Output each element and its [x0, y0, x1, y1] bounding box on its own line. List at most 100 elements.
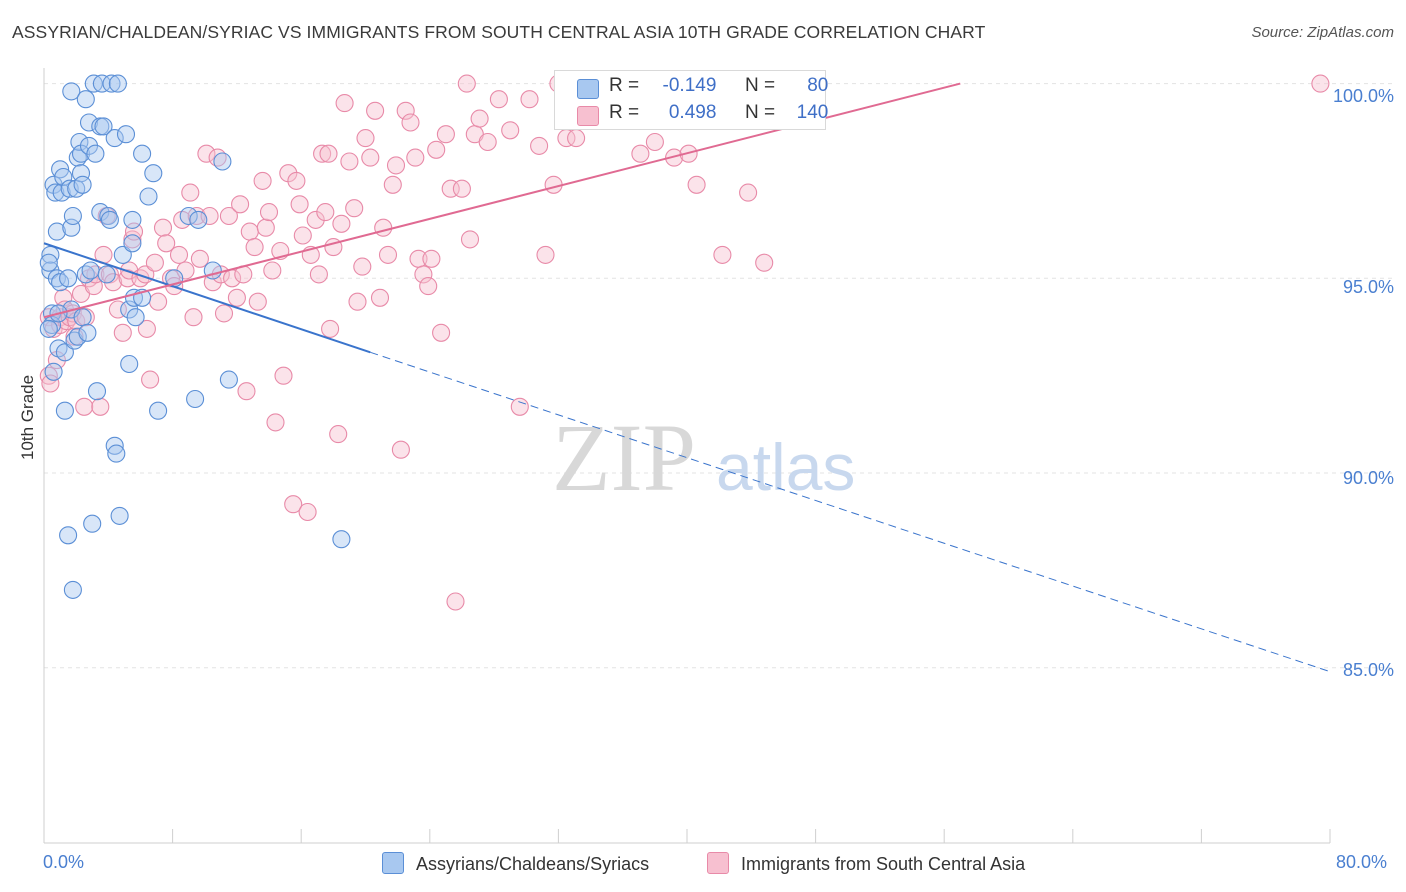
- data-point-series2: [287, 171, 306, 190]
- data-point-series2: [391, 440, 410, 459]
- data-point-series1: [116, 125, 136, 144]
- data-point-series1: [113, 245, 132, 264]
- data-point-series1: [108, 74, 127, 93]
- data-point-series1: [123, 210, 142, 229]
- data-point-series1: [102, 74, 121, 93]
- data-point-series2: [432, 323, 451, 342]
- x-tick-label: 80.0%: [1336, 852, 1388, 872]
- bottom-legend-series2: Immigrants from South Central Asia: [707, 852, 1025, 875]
- series2-r-value: 0.498: [668, 102, 717, 123]
- data-point-series2: [353, 257, 372, 276]
- data-point-series1: [63, 580, 82, 599]
- data-point-series1: [92, 74, 111, 93]
- data-point-series2: [219, 206, 238, 226]
- data-point-series2: [567, 129, 586, 148]
- data-point-series2: [237, 382, 256, 401]
- data-point-series2: [452, 179, 471, 198]
- series1-r-value: -0.149: [662, 75, 717, 96]
- y-tick-label: 90.0%: [1342, 468, 1394, 488]
- data-point-series2: [316, 203, 335, 222]
- data-point-series2: [414, 265, 433, 284]
- data-point-series2: [378, 245, 398, 264]
- data-point-series2: [124, 222, 144, 241]
- data-point-series2: [386, 156, 406, 175]
- source-credit: Source: ZipAtlas.com: [1251, 24, 1394, 41]
- data-point-series2: [713, 245, 732, 264]
- data-point-series1: [126, 308, 145, 327]
- trend-line-series1: [43, 242, 371, 354]
- data-point-series2: [153, 218, 173, 237]
- data-point-series2: [123, 230, 142, 249]
- data-point-series2: [446, 592, 465, 611]
- data-point-series2: [340, 152, 359, 171]
- data-point-series2: [374, 218, 393, 237]
- data-point-series2: [284, 495, 303, 514]
- data-point-series1: [144, 164, 163, 183]
- data-point-series2: [309, 265, 328, 284]
- watermark-zip: ZIP: [552, 404, 696, 511]
- data-point-series2: [1311, 74, 1330, 93]
- data-point-series2: [145, 253, 164, 272]
- data-point-series2: [329, 425, 348, 444]
- series1-n-value: 80: [807, 75, 829, 96]
- data-point-series2: [510, 397, 529, 416]
- data-point-series2: [470, 109, 489, 128]
- data-point-series2: [335, 94, 354, 113]
- data-point-series1: [110, 506, 129, 525]
- data-point-series1: [186, 389, 205, 409]
- data-point-series2: [190, 249, 209, 268]
- data-point-series2: [348, 292, 367, 311]
- data-point-series2: [245, 238, 264, 257]
- n-label: N =: [744, 102, 776, 123]
- data-point-series1: [73, 175, 92, 194]
- data-point-series1: [62, 82, 81, 101]
- data-point-series2: [263, 261, 282, 280]
- data-point-series2: [259, 203, 279, 222]
- data-point-series1: [68, 327, 87, 346]
- data-point-series2: [41, 374, 60, 393]
- data-point-series2: [520, 90, 539, 109]
- data-point-series2: [319, 144, 338, 163]
- data-point-series2: [478, 132, 497, 152]
- data-point-series2: [665, 148, 684, 167]
- data-point-series1: [149, 401, 168, 420]
- data-point-series1: [55, 401, 74, 420]
- data-point-series2: [687, 175, 706, 194]
- data-point-series2: [645, 132, 664, 152]
- data-point-series2: [427, 140, 446, 159]
- data-point-series2: [755, 253, 774, 272]
- data-point-series1: [179, 206, 198, 226]
- data-point-series2: [631, 144, 650, 163]
- data-point-series2: [293, 226, 312, 245]
- data-point-series2: [530, 136, 549, 155]
- data-point-series2: [184, 308, 203, 327]
- data-point-series2: [298, 502, 317, 522]
- data-point-series2: [137, 319, 156, 338]
- data-point-series1: [100, 210, 119, 229]
- data-point-series2: [536, 245, 555, 264]
- bottom-legend-series1: Assyrians/Chaldeans/Syriacs: [382, 852, 649, 875]
- data-point-series2: [200, 206, 219, 226]
- data-point-series1: [55, 343, 74, 362]
- data-point-series2: [266, 413, 285, 432]
- trend-line-series1-extension: [370, 351, 1331, 673]
- series1-swatch: [577, 79, 599, 99]
- data-point-series1: [63, 206, 82, 226]
- data-point-series2: [240, 222, 259, 241]
- data-point-series1: [139, 187, 158, 206]
- data-point-series2: [366, 101, 385, 120]
- data-point-series1: [123, 234, 142, 253]
- data-point-series1: [59, 526, 78, 545]
- y-tick-label: 95.0%: [1342, 277, 1394, 297]
- gridlines: [44, 83, 1392, 669]
- data-point-series1: [213, 152, 232, 171]
- data-point-series2: [361, 148, 380, 167]
- data-point-series1: [105, 129, 124, 148]
- data-point-series2: [321, 319, 340, 338]
- data-point-series2: [460, 230, 480, 249]
- data-point-series2: [739, 183, 758, 202]
- data-point-series2: [306, 210, 325, 229]
- data-point-series2: [248, 292, 267, 311]
- data-point-series1: [332, 530, 351, 549]
- series2-swatch: [577, 106, 599, 126]
